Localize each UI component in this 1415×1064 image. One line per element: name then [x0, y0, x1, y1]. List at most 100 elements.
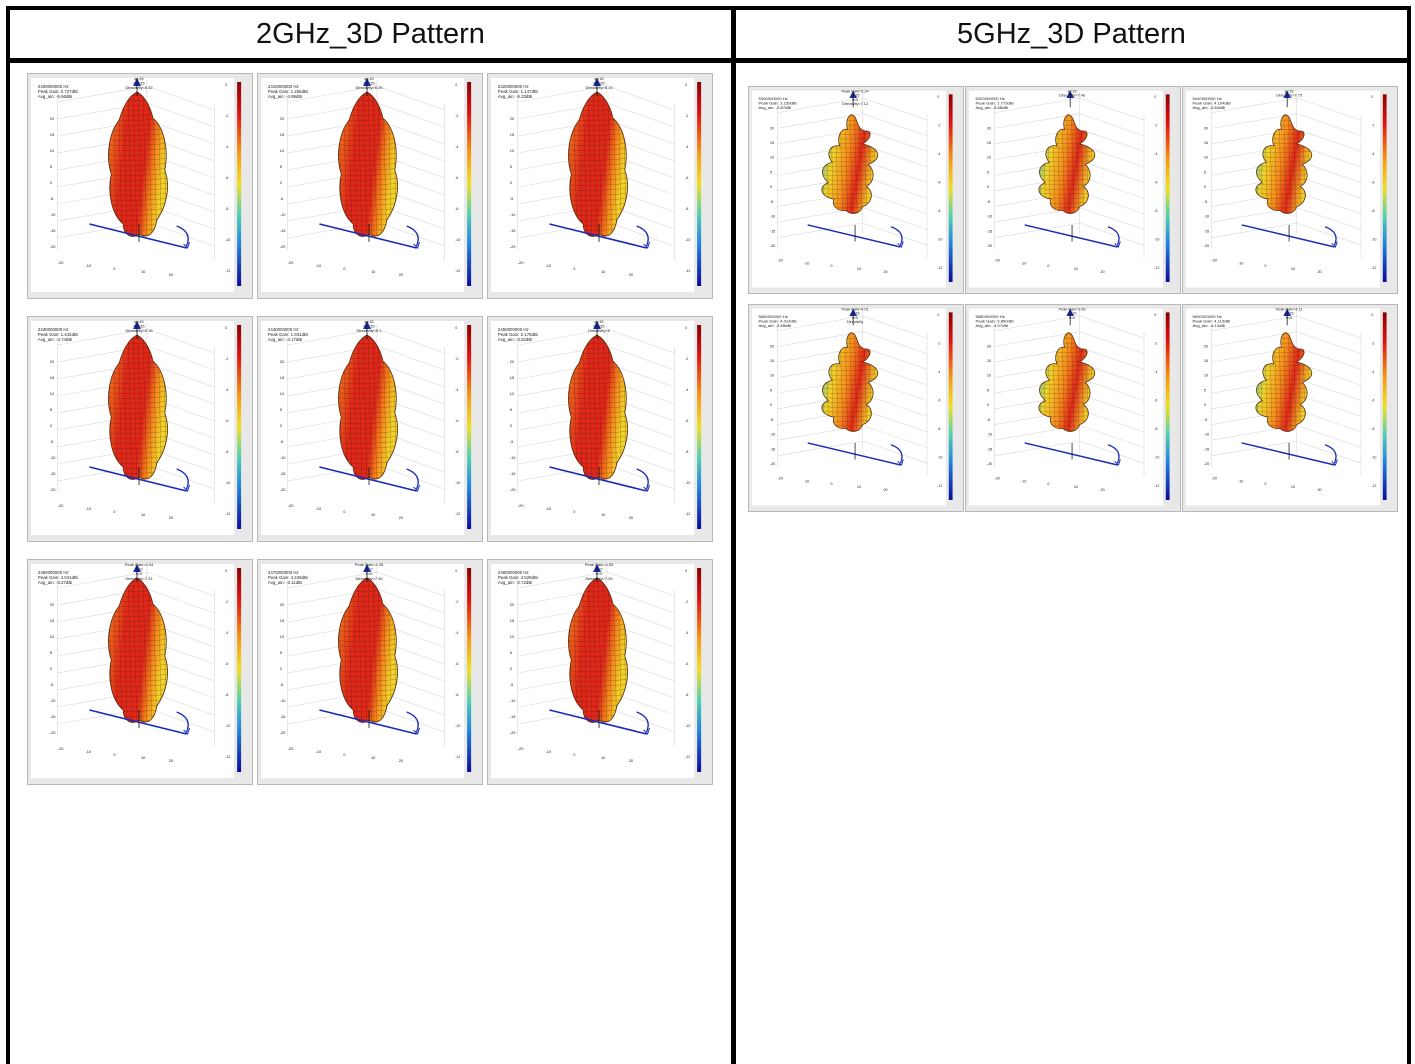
plot-freq-label: 2430000000 Hz [38, 327, 69, 332]
svg-text:-20: -20 [987, 244, 992, 248]
svg-text:-6: -6 [455, 176, 458, 180]
svg-text:-6: -6 [685, 419, 688, 423]
svg-text:10: 10 [601, 269, 606, 274]
svg-text:0: 0 [510, 666, 513, 671]
svg-text:-5: -5 [50, 439, 54, 444]
svg-text:5: 5 [1204, 388, 1206, 392]
svg-text:0: 0 [343, 509, 346, 514]
svg-text:5: 5 [770, 170, 772, 174]
svg-text:-6: -6 [685, 662, 688, 666]
svg-text:5: 5 [280, 164, 283, 169]
svg-text:15: 15 [510, 132, 515, 137]
pattern-plot-2ghz: 20 15 10 5 0 -5 -10 -15 -20 -20 -10 0 10 20 0 -2 -4 -6 -8 -… [257, 559, 483, 785]
pattern-plot-5ghz: 20 15 10 5 0 -5 -10 -15 -20 -20 -10 0 10 20 0 -2 -4 -6 -8 -… [748, 304, 964, 512]
svg-text:-12: -12 [225, 512, 230, 516]
svg-text:-5: -5 [770, 418, 773, 422]
svg-text:10: 10 [601, 755, 606, 760]
svg-text:-15: -15 [510, 471, 516, 476]
svg-text:0: 0 [280, 666, 283, 671]
plot-top-label: Peak Gain=4.01 [841, 308, 868, 312]
svg-text:-15: -15 [987, 229, 992, 233]
plot-top-label: θ=0 [136, 571, 143, 576]
svg-text:-2: -2 [937, 124, 940, 128]
svg-text:20: 20 [169, 758, 174, 763]
svg-text:0: 0 [113, 266, 116, 271]
svg-text:-10: -10 [1154, 238, 1159, 242]
svg-text:-10: -10 [510, 455, 516, 460]
plot-peak-label: Peak Gain: 0.727dBi [38, 89, 78, 94]
svg-text:-10: -10 [545, 749, 551, 754]
plot-top-label: φ=15 [134, 76, 144, 81]
svg-text:-20: -20 [1211, 477, 1216, 481]
svg-text:15: 15 [280, 132, 285, 137]
svg-text:-8: -8 [1371, 209, 1374, 213]
svg-text:-10: -10 [987, 215, 992, 219]
svg-text:-12: -12 [225, 755, 230, 759]
svg-text:-6: -6 [937, 399, 940, 403]
svg-text:10: 10 [280, 391, 285, 396]
svg-text:-10: -10 [510, 212, 516, 217]
pattern-plot-2ghz: 20 15 10 5 0 -5 -10 -15 -20 -20 -10 0 10 20 0 -2 -4 -6 -8 -… [487, 73, 713, 299]
svg-text:-5: -5 [1204, 418, 1207, 422]
svg-text:-20: -20 [510, 244, 516, 249]
svg-text:-20: -20 [518, 260, 524, 265]
svg-text:-20: -20 [770, 244, 775, 248]
plot-top-label: φ=15 [364, 76, 374, 81]
plot-top-label: φ=0 [365, 567, 373, 572]
svg-text:-5: -5 [280, 682, 284, 687]
plot-top-label: φ=15 [134, 319, 144, 324]
svg-text:-20: -20 [58, 503, 64, 508]
svg-text:5: 5 [987, 388, 989, 392]
header-divider [10, 58, 1407, 63]
plot-avg-label: Avg_ain: -4.13dBi [1192, 323, 1225, 328]
plot-top-label: φ=15 [594, 319, 604, 324]
svg-text:-8: -8 [455, 207, 458, 211]
svg-text:-4: -4 [1371, 370, 1374, 374]
svg-text:-8: -8 [225, 450, 228, 454]
svg-text:-12: -12 [685, 755, 690, 759]
svg-text:-15: -15 [1204, 447, 1209, 451]
svg-text:-4: -4 [455, 631, 458, 635]
svg-text:-10: -10 [50, 455, 56, 460]
plot-top-label: φ=15 [1068, 90, 1077, 94]
svg-text:0: 0 [225, 326, 227, 330]
plot-avg-label: Avg_ain: -5.68dBi [975, 105, 1008, 110]
svg-text:-10: -10 [685, 724, 690, 728]
svg-text:-15: -15 [770, 229, 775, 233]
plot-avg-label: Avg_ain: -4.74dBi [38, 337, 72, 342]
svg-text:10: 10 [50, 391, 55, 396]
svg-text:-10: -10 [545, 506, 551, 511]
svg-text:-15: -15 [280, 228, 286, 233]
svg-text:15: 15 [510, 375, 515, 380]
svg-text:10: 10 [857, 485, 861, 489]
svg-text:5: 5 [280, 650, 283, 655]
svg-text:15: 15 [50, 132, 55, 137]
pattern-plot-2ghz: 20 15 10 5 0 -5 -10 -15 -20 -20 -10 0 10 20 0 -2 -4 -6 -8 -… [487, 316, 713, 542]
svg-text:-5: -5 [987, 200, 990, 204]
svg-text:15: 15 [510, 618, 515, 623]
svg-text:-20: -20 [288, 746, 294, 751]
svg-text:-6: -6 [1154, 181, 1157, 185]
plot-avg-label: Avg_ain: -2.72dBi [498, 580, 532, 585]
svg-text:-6: -6 [225, 419, 228, 423]
svg-text:20: 20 [280, 602, 285, 607]
pattern-svg: 20 15 10 5 0 -5 -10 -15 -20 -20 -10 0 10 20 0 -2 -4 -6 -8 -… [260, 562, 472, 778]
plot-top-label: θ=135 [133, 81, 145, 86]
svg-text:-4: -4 [1371, 152, 1374, 156]
plot-freq-label: 5680000000 Hz [975, 314, 1004, 319]
svg-text:5: 5 [50, 164, 53, 169]
svg-text:-15: -15 [1204, 229, 1209, 233]
svg-text:-10: -10 [1154, 456, 1159, 460]
pattern-plot-2ghz: 20 15 10 5 0 -5 -10 -15 -20 -20 -10 0 10 20 0 -2 -4 -6 -8 -… [487, 559, 713, 785]
plot-freq-label: 2410000000 Hz [268, 84, 299, 89]
svg-text:-10: -10 [85, 749, 91, 754]
plot-freq-label: 5660000000 Hz [758, 314, 787, 319]
svg-text:-10: -10 [50, 212, 56, 217]
plot-top-label: θ=135 [133, 324, 145, 329]
plot-peak-label: Peak Gain: 1.147dBi [498, 89, 538, 94]
svg-text:5: 5 [510, 650, 513, 655]
svg-text:10: 10 [510, 148, 515, 153]
plot-top-label: Peak Gain=4.25 [355, 562, 384, 567]
svg-text:20: 20 [510, 359, 515, 364]
svg-text:20: 20 [987, 344, 991, 348]
